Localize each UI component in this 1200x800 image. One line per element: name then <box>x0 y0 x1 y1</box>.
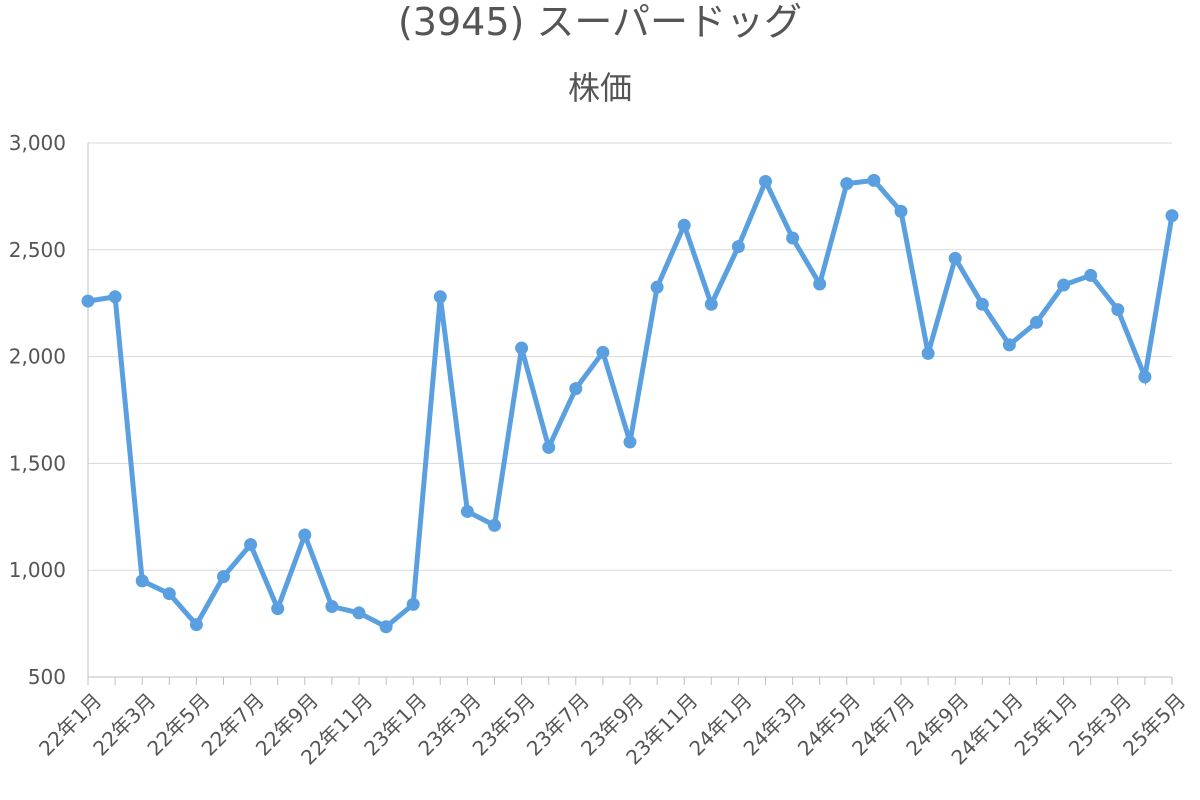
y-tick-label: 1,500 <box>9 451 66 475</box>
y-tick-labels: 500 1,000 1,500 2,000 2,500 3,000 <box>9 131 66 689</box>
series-line <box>85 175 1175 630</box>
data-point <box>1002 338 1016 352</box>
data-point <box>298 528 312 542</box>
data-point <box>731 240 745 254</box>
data-point <box>623 435 637 449</box>
data-point <box>704 297 718 311</box>
data-point <box>840 177 854 191</box>
data-point <box>352 606 366 620</box>
y-tick-label: 2,500 <box>9 238 66 262</box>
data-point <box>244 538 258 552</box>
data-point <box>1084 268 1098 282</box>
y-tick-label: 500 <box>28 665 66 689</box>
data-point <box>1057 278 1071 292</box>
data-point <box>1111 303 1125 317</box>
data-point <box>650 280 664 294</box>
data-point <box>108 290 122 304</box>
data-point <box>596 345 610 359</box>
y-tick-label: 1,000 <box>9 558 66 582</box>
data-point <box>488 518 501 532</box>
data-point <box>1165 209 1179 223</box>
data-point <box>217 570 230 584</box>
data-point <box>948 251 962 265</box>
series-price <box>85 175 1175 630</box>
data-point <box>894 204 908 218</box>
y-tick-label: 2,000 <box>9 345 66 369</box>
data-point <box>162 587 176 601</box>
data-point <box>189 618 203 632</box>
axes <box>87 143 1173 685</box>
data-point <box>406 597 420 611</box>
data-point <box>813 277 827 291</box>
grid-lines <box>88 142 1172 571</box>
data-point <box>542 440 556 454</box>
data-point <box>1030 315 1043 329</box>
chart-title: (3945) スーパードッグ <box>397 0 803 44</box>
data-points <box>81 173 1179 634</box>
data-point <box>759 174 772 188</box>
data-point <box>1138 370 1152 384</box>
data-point <box>569 382 583 396</box>
data-point <box>433 290 447 304</box>
y-tick-label: 3,000 <box>9 131 66 155</box>
x-tick-labels: 22年1月22年3月22年5月22年7月22年9月22年11月23年1月23年3… <box>34 688 1190 769</box>
data-point <box>271 602 285 616</box>
data-point <box>786 231 800 245</box>
data-point <box>515 341 529 355</box>
data-point <box>135 574 149 588</box>
data-point <box>379 620 393 634</box>
data-point <box>677 218 691 232</box>
data-point <box>81 294 95 308</box>
data-point <box>460 504 474 518</box>
data-point <box>975 297 989 311</box>
chart-subtitle: 株価 <box>567 69 632 107</box>
data-point <box>867 173 881 187</box>
data-point <box>325 600 339 614</box>
data-point <box>921 346 935 360</box>
